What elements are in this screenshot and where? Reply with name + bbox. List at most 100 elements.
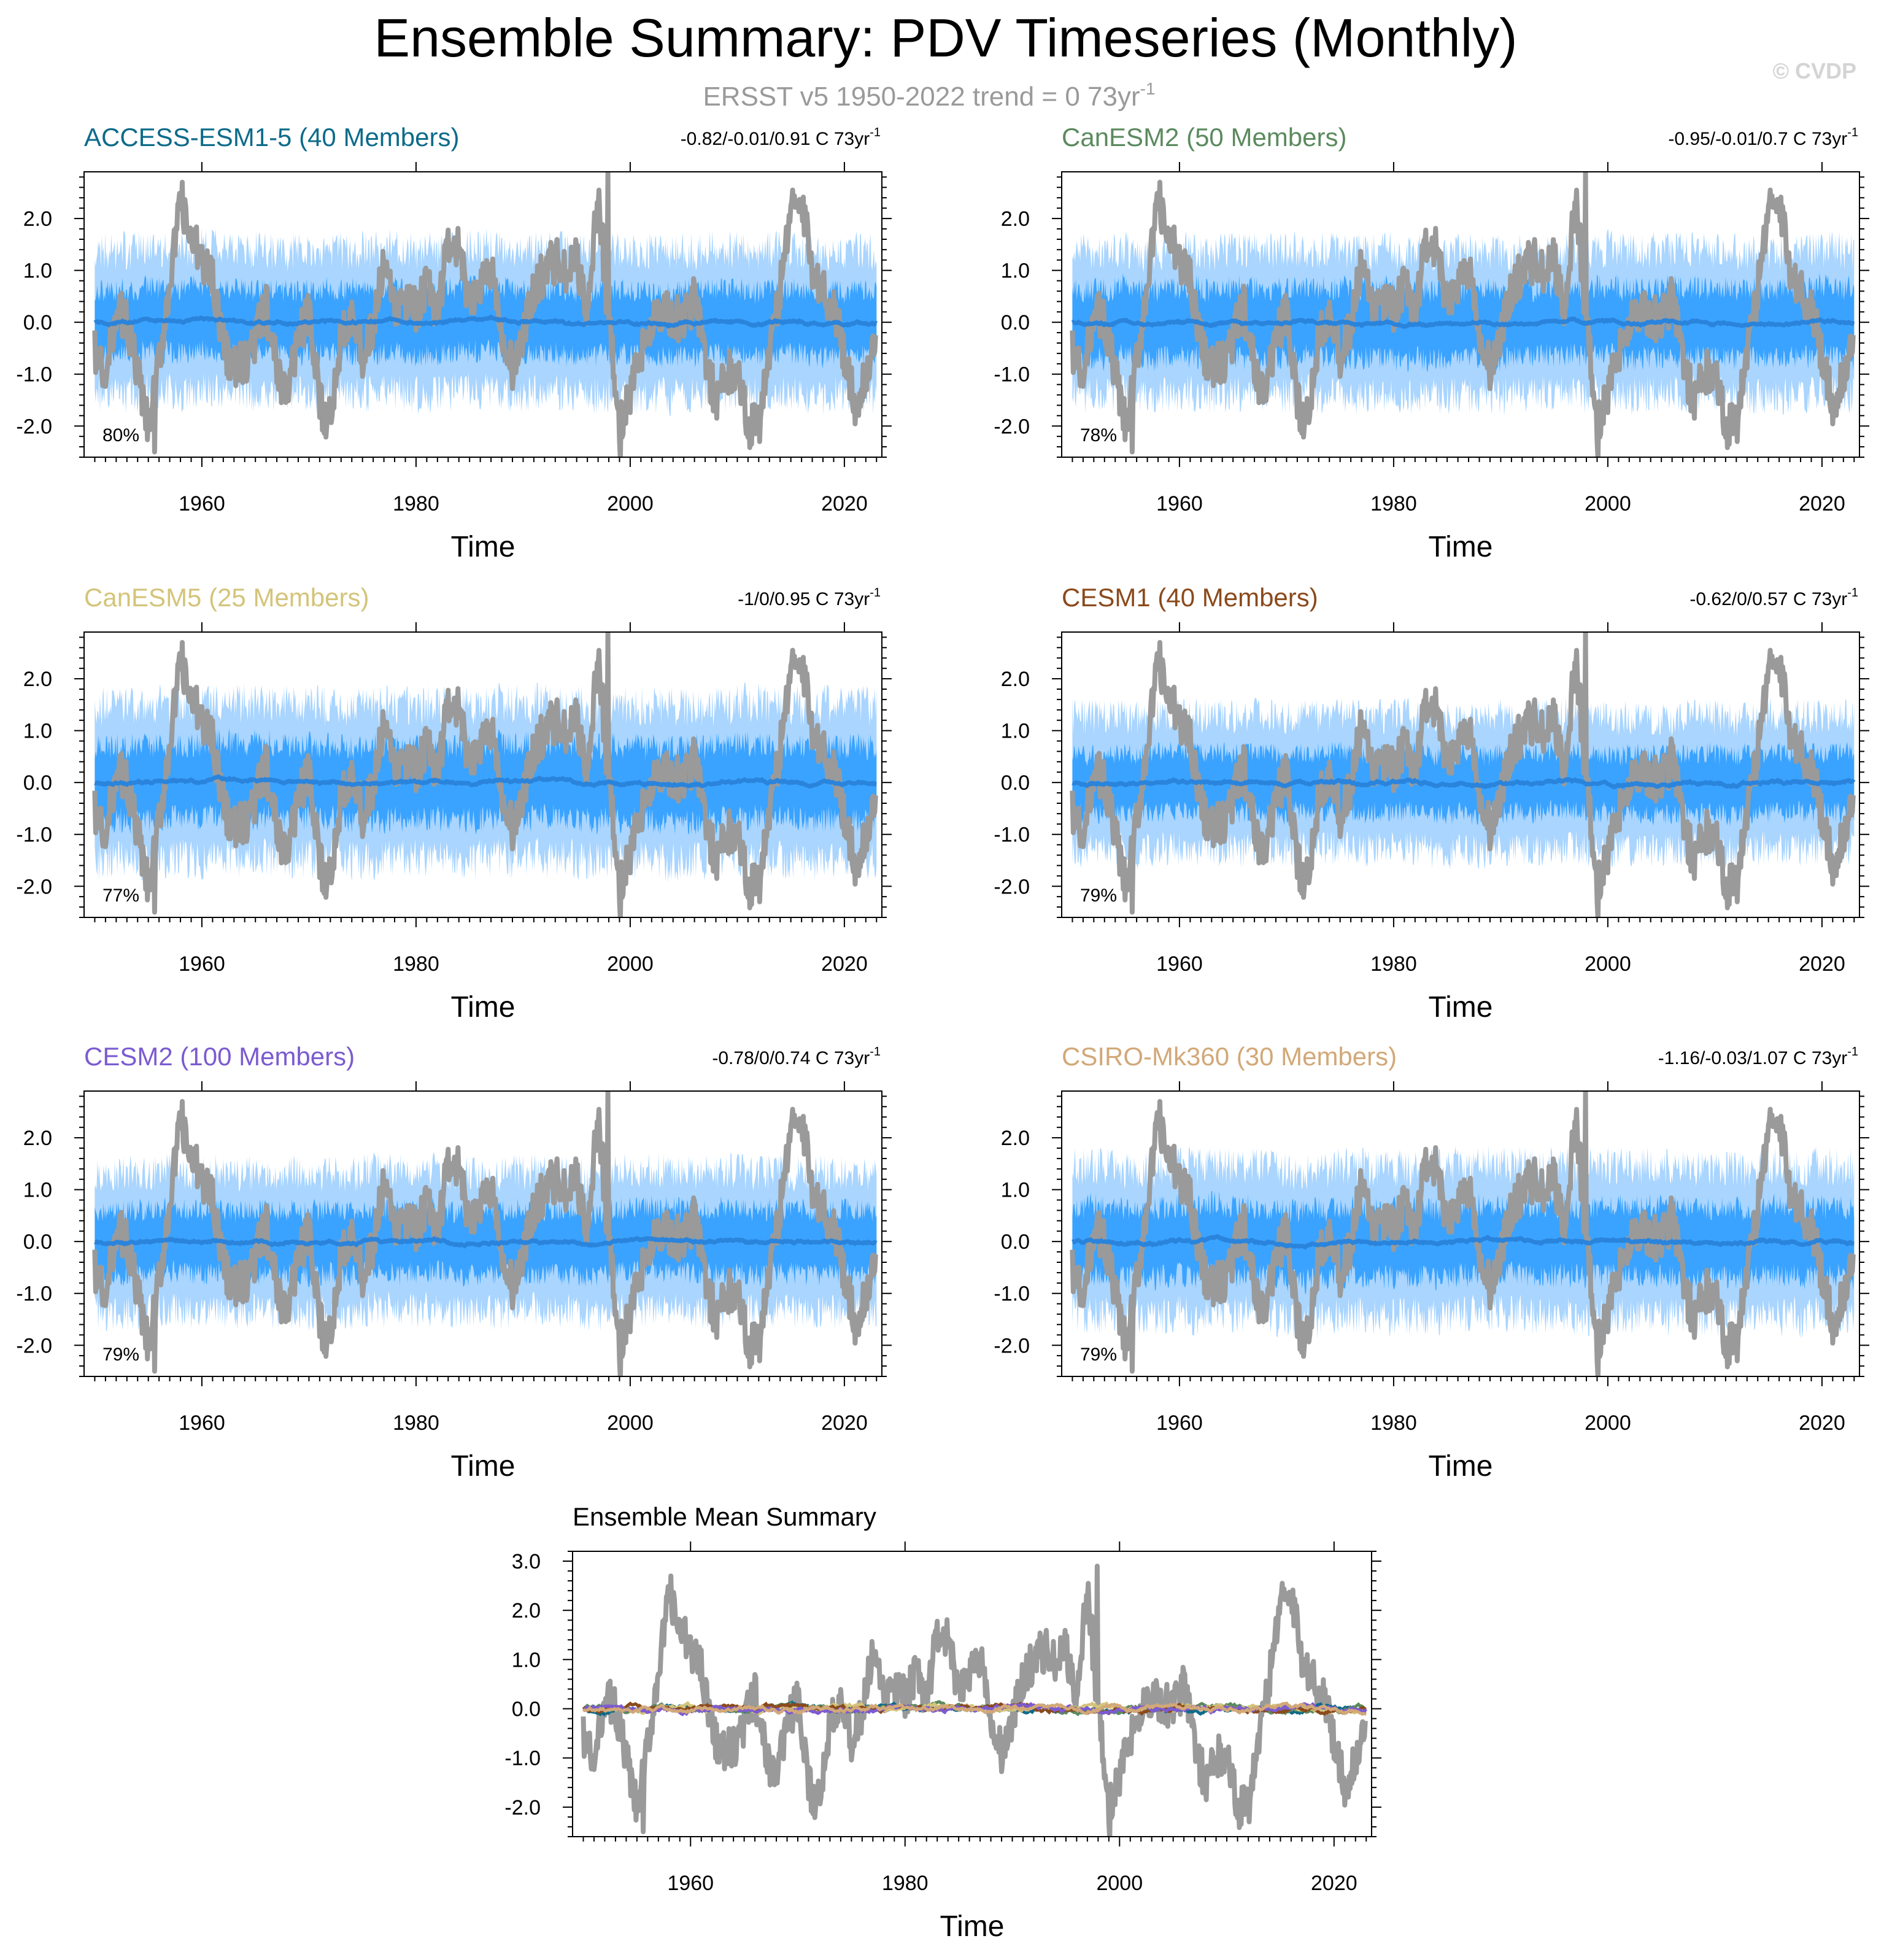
plot-area (1070, 172, 1856, 457)
x-tick-label: 1980 (393, 1411, 439, 1435)
y-tick-label: 0.0 (1001, 311, 1030, 334)
panel-title: CSIRO-Mk360 (30 Members) (1062, 1042, 1397, 1071)
x-axis-label: Time (940, 1910, 1005, 1943)
x-axis-label: Time (451, 531, 515, 563)
x-tick-label: 1980 (1370, 492, 1417, 515)
y-tick-label: 2.0 (23, 668, 52, 691)
panel-stats: -0.62/0/0.57 C 73yr-1 (1689, 586, 1858, 609)
chart-panel-7: 1960 1980 2000 2020 3.0 2.0 1.0 0.0 -1.0 -2.0 Time… (504, 1502, 1381, 1943)
plot-frame (83, 171, 882, 458)
panel-stats: -0.78/0/0.74 C 73yr-1 (712, 1045, 881, 1068)
y-tick-label: 0.0 (23, 1230, 52, 1254)
plot-area (1070, 1091, 1856, 1376)
x-tick-label: 1960 (667, 1872, 714, 1895)
x-tick-label: 1960 (179, 1411, 225, 1435)
observed-series-line (92, 1091, 878, 1376)
x-tick-label: 1960 (1156, 1411, 1203, 1435)
x-tick-label: 2020 (821, 952, 868, 976)
y-tick-label: -2.0 (504, 1796, 541, 1819)
x-tick-label: 1960 (179, 492, 225, 515)
y-tick-label: -1.0 (16, 1283, 52, 1306)
observed-series-line (581, 1564, 1368, 1837)
ensemble-mean-line (1071, 776, 1856, 790)
x-tick-label: 1960 (1156, 952, 1203, 976)
y-tick-label: -1.0 (16, 824, 52, 847)
ensemble-mean-line-6 (582, 1701, 1367, 1716)
y-tick-label: 2.0 (1001, 668, 1030, 691)
x-tick-label: 1980 (882, 1872, 929, 1895)
x-tick-label: 1980 (1370, 952, 1417, 976)
x-axis-label: Time (1429, 531, 1493, 563)
plot-frame (1061, 1090, 1860, 1377)
y-tick-label: 1.0 (1001, 260, 1030, 283)
plot-frame (1061, 171, 1860, 458)
ensemble-mean-line (93, 314, 878, 329)
panel-stats: -1/0/0.95 C 73yr-1 (738, 586, 881, 609)
y-tick-label: -1.0 (16, 363, 52, 387)
chart-panel-6: 1960 1980 2000 2020 2.0 1.0 0.0 -1.0 -2.0 Time CSI… (994, 1042, 1869, 1483)
x-tick-label: 1960 (179, 952, 225, 976)
y-tick-label: -1.0 (504, 1747, 541, 1770)
y-tick-label: -2.0 (16, 415, 52, 438)
y-tick-label: -1.0 (994, 363, 1030, 387)
chart-panel-3: 1960 1980 2000 2020 2.0 1.0 0.0 -1.0 -2.0 Time Can… (16, 583, 892, 1024)
plot-frame (83, 631, 882, 918)
y-tick-label: 2.0 (512, 1599, 541, 1622)
plot-area (92, 632, 878, 917)
panel-title: ACCESS-ESM1-5 (40 Members) (84, 123, 459, 152)
observed-series-line (1070, 632, 1856, 917)
chart-panel-5: 1960 1980 2000 2020 2.0 1.0 0.0 -1.0 -2.0 Time CES… (16, 1042, 892, 1483)
panel-title: CESM1 (40 Members) (1062, 583, 1318, 612)
ensemble-mean-line (94, 774, 877, 789)
panel-title: Ensemble Mean Summary (573, 1502, 876, 1531)
copyright-watermark: © CVDP (1772, 58, 1856, 83)
panel-title: CESM2 (100 Members) (84, 1042, 355, 1071)
x-tick-label: 1980 (1370, 1411, 1417, 1435)
plot-frame (83, 1090, 882, 1377)
x-tick-label: 2020 (821, 492, 868, 515)
y-tick-label: 2.0 (1001, 1127, 1030, 1150)
y-tick-label: 2.0 (1001, 207, 1030, 231)
y-tick-label: 0.0 (1001, 771, 1030, 795)
x-tick-label: 2020 (1799, 952, 1845, 976)
x-tick-label: 2000 (1585, 1411, 1631, 1435)
y-tick-label: 1.0 (23, 720, 52, 743)
y-tick-label: 3.0 (512, 1550, 541, 1573)
x-tick-label: 2020 (1799, 1411, 1845, 1435)
x-tick-label: 2020 (1799, 492, 1845, 515)
percent-label: 78% (1080, 425, 1117, 446)
observed-series-line (92, 632, 878, 917)
y-tick-label: 0.0 (23, 311, 52, 334)
plot-area (1070, 632, 1856, 917)
observed-series-line (92, 172, 878, 457)
observed-series-line (1070, 1091, 1856, 1376)
x-tick-label: 1980 (393, 492, 439, 515)
plot-frame (572, 1551, 1372, 1837)
percent-label: 79% (1080, 1345, 1117, 1365)
percent-label: 79% (102, 1345, 139, 1365)
percent-label: 77% (102, 885, 139, 906)
x-tick-label: 1960 (1156, 492, 1203, 515)
y-tick-label: 1.0 (23, 1179, 52, 1202)
plot-area (581, 1564, 1368, 1837)
ensemble-mean-line (1071, 1234, 1855, 1250)
percent-label: 80% (102, 425, 139, 446)
y-tick-label: -2.0 (16, 1334, 52, 1357)
x-tick-label: 2020 (821, 1411, 868, 1435)
y-tick-label: -2.0 (994, 875, 1030, 898)
chart-panel-4: 1960 1980 2000 2020 2.0 1.0 0.0 -1.0 -2.0 Time CES… (994, 583, 1869, 1024)
x-tick-label: 2000 (607, 492, 654, 515)
x-axis-label: Time (451, 991, 515, 1024)
plot-area (92, 172, 878, 457)
panel-stats: -1.16/-0.03/1.07 C 73yr-1 (1658, 1045, 1858, 1068)
y-tick-label: 0.0 (23, 771, 52, 795)
x-tick-label: 2000 (1585, 952, 1631, 976)
y-tick-label: 1.0 (1001, 1179, 1030, 1202)
percent-label: 79% (1080, 885, 1117, 906)
x-tick-label: 2000 (607, 952, 654, 976)
y-tick-label: 1.0 (512, 1648, 541, 1672)
panels-group: 1960 1980 2000 2020 2.0 1.0 0.0 -1.0 -2.0 Time ACC… (16, 123, 1869, 1943)
panel-title: CanESM2 (50 Members) (1062, 123, 1346, 152)
ensemble-spread-inner (95, 274, 877, 369)
